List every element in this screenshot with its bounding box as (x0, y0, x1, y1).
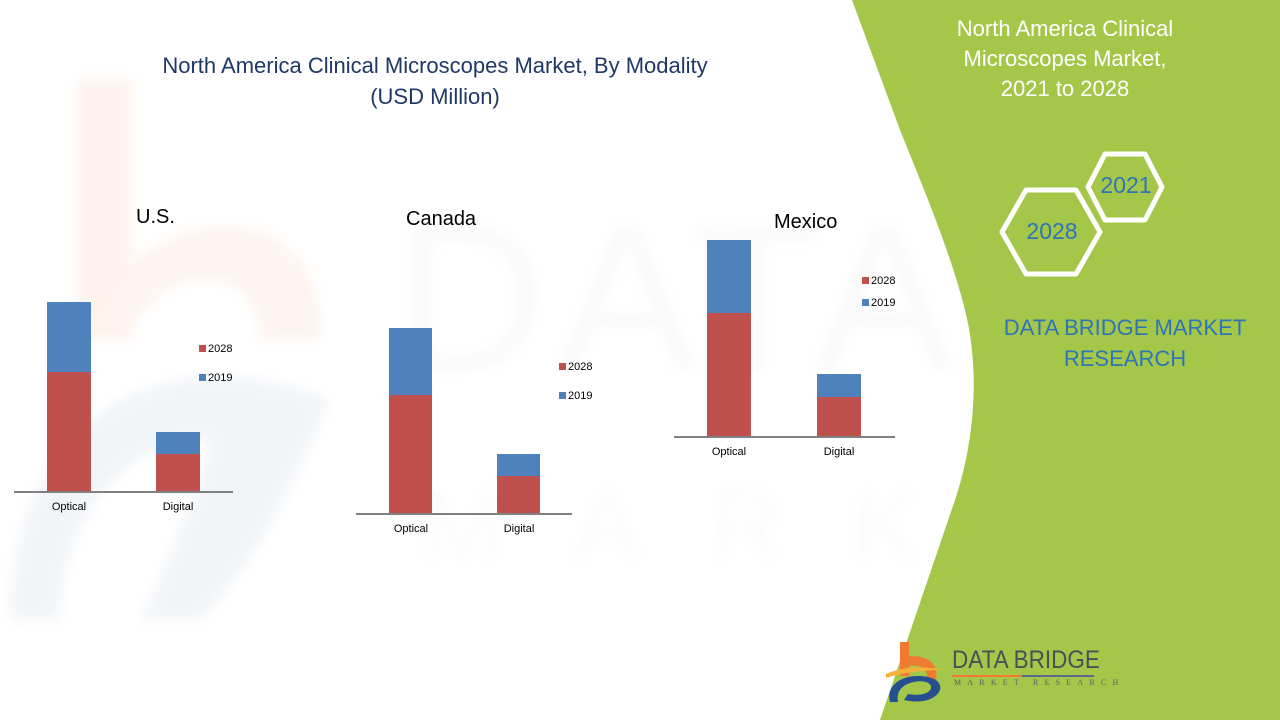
legend-item-2028: 2028 (199, 343, 232, 355)
legend-item-2019: 2019 (559, 390, 592, 402)
legend-swatch-blue (199, 374, 206, 381)
svg-text:MARKET RESEARCH: MARKET RESEARCH (420, 470, 1280, 582)
segment-2028 (817, 397, 861, 437)
hexagon-2021-icon (1085, 151, 1165, 223)
segment-2028 (707, 313, 751, 437)
hex-year-2021: 2021 (1100, 172, 1152, 198)
legend-swatch-blue (559, 392, 566, 399)
category-label-digital: Digital (823, 446, 855, 458)
segment-2028 (156, 454, 200, 492)
segment-2019 (817, 374, 861, 397)
category-label-optical: Optical (393, 523, 429, 535)
legend-item-2019: 2019 (199, 372, 232, 384)
logo-name: DATA BRIDGE (952, 646, 1100, 674)
x-axis-line (356, 513, 572, 515)
bar-canada-digital (497, 454, 540, 514)
category-label-optical: Optical (51, 501, 87, 513)
segment-2019 (389, 328, 432, 395)
legend-swatch-red (862, 277, 869, 284)
main-title-line2: (USD Million) (370, 84, 500, 109)
segment-2019 (497, 454, 540, 476)
segment-2019 (47, 302, 91, 372)
main-title-line1: North America Clinical Microscopes Marke… (162, 53, 708, 78)
hex-year-2028: 2028 (1026, 218, 1078, 244)
legend-item-2028: 2028 (559, 361, 592, 373)
bar-us-optical (47, 302, 91, 492)
bar-canada-optical (389, 328, 432, 514)
category-label-digital: Digital (162, 501, 194, 513)
chart-title-canada: Canada (406, 208, 477, 230)
chart-title-mexico: Mexico (774, 211, 838, 233)
segment-2028 (497, 476, 540, 514)
chart-title-us: U.S. (136, 206, 175, 228)
x-axis-line (674, 436, 895, 438)
bar-mexico-digital (817, 374, 861, 437)
bar-us-digital (156, 432, 200, 492)
segment-2028 (47, 372, 91, 492)
x-axis-line (14, 491, 233, 493)
main-chart-title: North America Clinical Microscopes Marke… (90, 50, 780, 112)
logo-rule-navy (1022, 675, 1094, 677)
legend-item-2019: 2019 (862, 297, 895, 309)
side-panel-title: North America Clinical Microscopes Marke… (956, 16, 1174, 101)
legend-item-2028: 2028 (862, 275, 895, 287)
legend-swatch-red (199, 345, 206, 352)
legend-swatch-blue (862, 299, 869, 306)
hexagon-2028-icon (999, 187, 1103, 277)
logo-subtitle: MARKET RESEARCH (954, 678, 1125, 687)
category-label-optical: Optical (711, 446, 747, 458)
data-bridge-logo-icon (886, 642, 944, 702)
brand-text: DATA BRIDGE MARKET RESEARCH (1003, 315, 1247, 371)
legend-swatch-red (559, 363, 566, 370)
segment-2028 (389, 395, 432, 514)
logo-rule-orange (952, 675, 1022, 677)
bar-mexico-optical (707, 240, 751, 437)
category-label-digital: Digital (503, 523, 535, 535)
segment-2019 (707, 240, 751, 313)
segment-2019 (156, 432, 200, 454)
